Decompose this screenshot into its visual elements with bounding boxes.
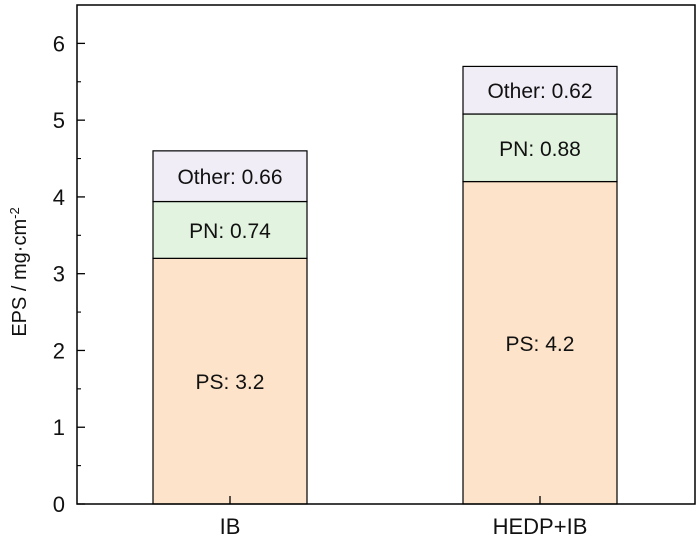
y-axis-title-main: EPS / mg·cm: [9, 219, 31, 337]
y-tick-label: 6: [53, 31, 65, 56]
y-tick-label: 0: [53, 492, 65, 517]
x-tick-labels: IB HEDP+IB: [220, 514, 588, 539]
segment-label-ps-1: PS: 3.2: [196, 371, 265, 394]
plot-frame: [76, 4, 696, 505]
segment-label-other-1: Other: 0.66: [177, 166, 282, 189]
bar-segment-pn-1: [152, 200, 308, 259]
segment-label-ps-2: PS: 4.2: [506, 333, 575, 356]
y-axis-title-exponent: -2: [7, 207, 22, 219]
segment-label-pn-1: PN: 0.74: [189, 220, 271, 243]
bar-segment-other-1: [152, 150, 308, 203]
bar-segment-other-2: [462, 65, 618, 115]
y-tick-label: 4: [53, 185, 65, 210]
y-tick-label: 5: [53, 108, 65, 133]
y-axis-title: EPS / mg·cm-2: [7, 207, 32, 336]
y-tick-label: 3: [53, 262, 65, 287]
segment-label-pn-2: PN: 0.88: [499, 138, 581, 161]
bar-segment-pn-2: [462, 113, 618, 183]
segment-label-other-2: Other: 0.62: [487, 80, 592, 103]
x-tick-label: HEDP+IB: [493, 514, 588, 539]
y-tick-label: 2: [53, 338, 65, 363]
bar-segment-ps-2: [462, 180, 618, 505]
x-tick-label: IB: [220, 514, 241, 539]
bar-segment-ps-1: [152, 257, 308, 505]
y-tick-label: 1: [53, 415, 65, 440]
y-tick-labels: 0 1 2 3 4 5 6: [53, 31, 65, 517]
bars-group: PS: 3.2 PN: 0.74 Other: 0.66 PS: 4.2 PN: 0.8…: [152, 65, 618, 505]
